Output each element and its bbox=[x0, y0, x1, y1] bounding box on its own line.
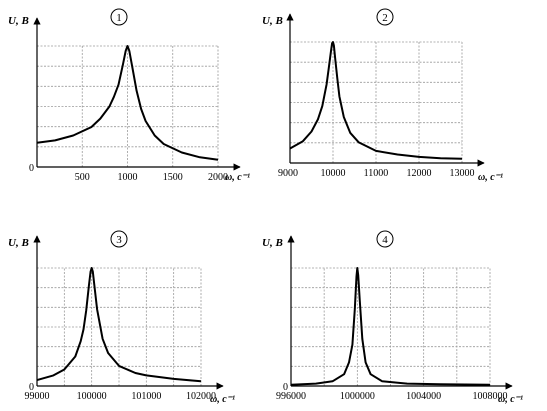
x-tick-label: 996000 bbox=[276, 391, 306, 402]
x-tick-label: 99000 bbox=[25, 391, 50, 402]
x-tick-label: 1500 bbox=[163, 172, 183, 183]
x-tick-label: 100000 bbox=[77, 391, 107, 402]
x-axis-label: ω, с⁻¹ bbox=[478, 172, 503, 183]
panel-number: 1 bbox=[116, 12, 122, 24]
origin-label: 0 bbox=[29, 382, 34, 393]
x-tick-label: 12000 bbox=[407, 168, 432, 179]
x-tick-label: 1008000 bbox=[473, 391, 508, 402]
x-tick-label: 1000 bbox=[118, 172, 138, 183]
panel-number: 2 bbox=[382, 12, 388, 24]
y-axis-label: U, В bbox=[8, 237, 29, 249]
x-tick-label: 1000000 bbox=[340, 391, 375, 402]
x-tick-label: 500 bbox=[75, 172, 90, 183]
x-tick-label: 11000 bbox=[364, 168, 389, 179]
panel-number-circle bbox=[376, 230, 394, 248]
panel-number-circle bbox=[110, 230, 128, 248]
x-axis-label: ω, с⁻¹ bbox=[225, 172, 250, 183]
resonance-curve bbox=[36, 45, 219, 161]
resonance-curve bbox=[36, 267, 202, 383]
y-axis-label: U, В bbox=[8, 15, 29, 27]
x-tick-label: 2000 bbox=[208, 172, 228, 183]
origin-label: 0 bbox=[29, 163, 34, 174]
y-axis-label: U, В bbox=[262, 237, 283, 249]
panel-number: 4 bbox=[382, 234, 388, 246]
origin-label: 9000 bbox=[278, 168, 298, 179]
x-tick-label: 13000 bbox=[450, 168, 475, 179]
x-tick-label: 101000 bbox=[131, 391, 161, 402]
x-tick-label: 102000 bbox=[186, 391, 216, 402]
panel-1: 0 500 1000 1500 2000 U, В ω, с⁻¹ 1 bbox=[8, 8, 250, 183]
resonance-curve bbox=[290, 267, 491, 386]
panel-number: 3 bbox=[116, 234, 122, 246]
x-axis-label: ω, с⁻¹ bbox=[498, 394, 523, 405]
resonance-curve bbox=[289, 41, 463, 160]
grid bbox=[37, 267, 202, 386]
grid bbox=[291, 267, 491, 386]
panel-number-circle bbox=[110, 8, 128, 26]
panel-number-circle bbox=[376, 8, 394, 26]
grid bbox=[290, 41, 463, 163]
origin-label: 0 bbox=[283, 382, 288, 393]
x-axis-label: ω, с⁻¹ bbox=[210, 394, 235, 405]
x-tick-label: 1004000 bbox=[406, 391, 441, 402]
panel-2: 9000 10000 11000 12000 13000 U, В ω, с⁻¹ 2 bbox=[262, 8, 503, 183]
grid bbox=[37, 45, 219, 167]
y-axis-label: U, В bbox=[262, 15, 283, 27]
x-tick-label: 10000 bbox=[321, 168, 346, 179]
